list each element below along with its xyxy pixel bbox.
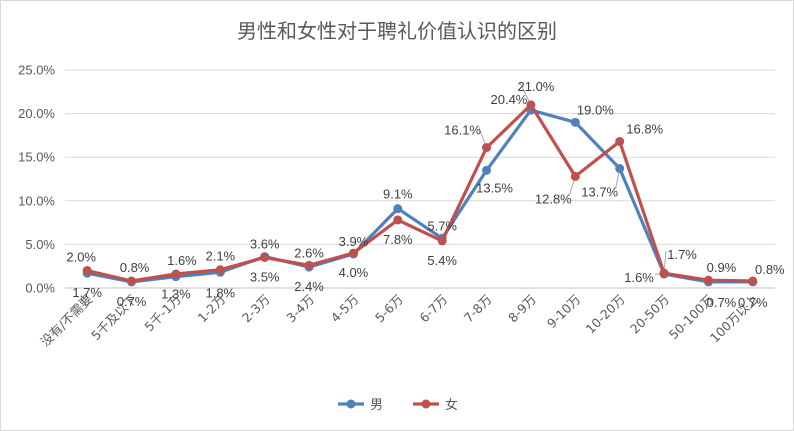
legend-marker: [421, 399, 431, 409]
data-label-female: 12.8%: [535, 191, 572, 206]
series-line-male: [86, 108, 753, 284]
data-point: [482, 165, 492, 175]
data-point: [526, 100, 536, 110]
data-label-male: 13.5%: [476, 180, 513, 195]
x-tick-label: 20-50万: [627, 292, 672, 337]
data-label-female: 21.0%: [518, 79, 555, 94]
chart-title: 男性和女性对于聘礼价值认识的区别: [237, 19, 557, 43]
legend-marker: [346, 399, 356, 409]
y-tick-label: 25.0%: [18, 63, 55, 78]
x-tick-label: 10-20万: [583, 292, 628, 337]
data-label-female: 0.8%: [755, 262, 785, 277]
data-label-male: 19.0%: [577, 102, 614, 117]
data-point: [348, 248, 358, 258]
data-point: [82, 266, 92, 276]
data-point: [171, 269, 181, 279]
data-label-female: 7.8%: [383, 232, 413, 247]
data-point: [748, 276, 758, 286]
data-label-female: 1.7%: [667, 247, 697, 262]
x-tick-label: 5-6万: [372, 292, 406, 326]
data-label-male: 9.1%: [383, 187, 413, 202]
data-label-female: 16.8%: [626, 122, 663, 137]
data-label-female: 3.5%: [250, 269, 280, 284]
data-point: [659, 268, 669, 278]
data-label-male: 20.4%: [491, 92, 528, 107]
data-point: [615, 164, 625, 174]
data-label-female: 5.4%: [427, 253, 457, 268]
data-label-female: 0.8%: [120, 260, 150, 275]
x-tick-label: 4-5万: [328, 292, 362, 326]
x-tick-label: 9-10万: [544, 292, 584, 332]
data-label-male: 0.7%: [738, 295, 768, 310]
x-tick-label: 7-8万: [461, 292, 495, 326]
data-label-female: 2.6%: [294, 245, 324, 260]
data-label-male: 13.7%: [581, 185, 618, 200]
data-label-male: 5.7%: [427, 218, 457, 233]
data-label-male: 1.8%: [205, 285, 235, 300]
data-label-male: 1.6%: [624, 270, 654, 285]
data-point: [393, 204, 403, 214]
data-label-male: 3.9%: [339, 234, 369, 249]
data-point: [703, 275, 713, 285]
x-tick-label: 6-7万: [416, 292, 450, 326]
data-label-female: 2.0%: [66, 250, 96, 265]
data-label-female: 1.6%: [167, 253, 197, 268]
data-label-male: 1.3%: [161, 287, 191, 302]
legend-label: 男: [370, 398, 383, 413]
data-label-male: 2.4%: [294, 279, 324, 294]
x-tick-label: 2-3万: [239, 292, 273, 326]
data-point: [570, 117, 580, 127]
data-point: [615, 137, 625, 147]
data-label-female: 16.1%: [444, 123, 481, 138]
x-tick-label: 8-9万: [505, 292, 539, 326]
y-tick-label: 0.0%: [25, 281, 55, 296]
legend-label: 女: [445, 397, 458, 413]
data-label-male: 0.7%: [707, 295, 737, 310]
data-point: [482, 143, 492, 153]
series-line-female: [86, 103, 753, 283]
data-point: [393, 215, 403, 225]
data-label-male: 0.7%: [117, 294, 147, 309]
data-point: [304, 260, 314, 270]
y-tick-label: 15.0%: [18, 150, 55, 165]
y-tick-label: 10.0%: [18, 193, 55, 208]
data-point: [437, 236, 447, 246]
data-point: [127, 276, 137, 286]
data-label-male: 1.7%: [72, 285, 102, 300]
data-point: [260, 252, 270, 262]
data-label-male: 3.6%: [250, 237, 280, 252]
x-tick-label: 3-4万: [283, 292, 317, 326]
data-point: [570, 171, 580, 181]
data-label-female: 0.9%: [707, 260, 737, 275]
data-label-female: 4.0%: [339, 265, 369, 280]
y-tick-label: 20.0%: [18, 106, 55, 121]
data-label-female: 2.1%: [205, 249, 235, 264]
data-point: [215, 265, 225, 275]
y-tick-label: 5.0%: [25, 237, 55, 252]
